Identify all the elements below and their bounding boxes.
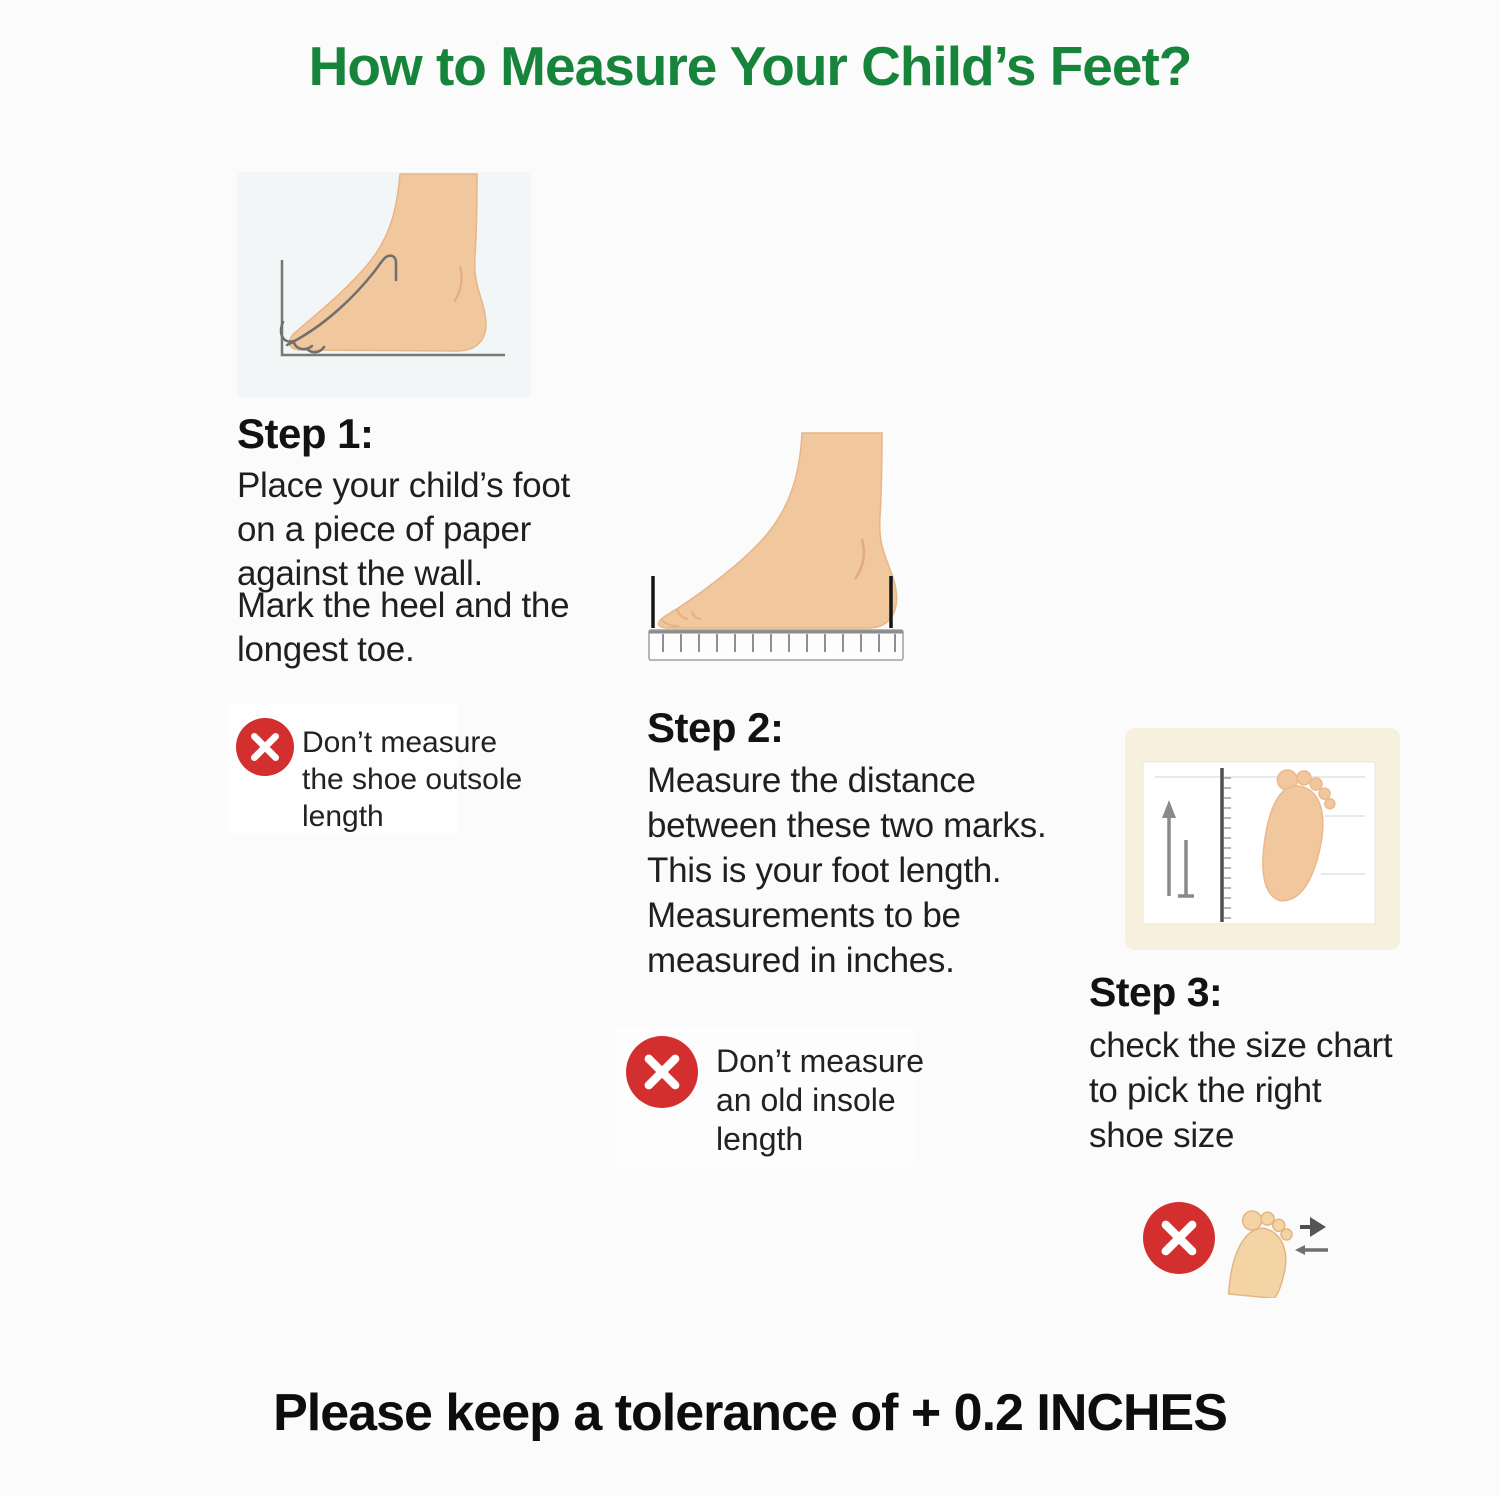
- step-1-text-1: Place your child’s foot on a piece of pa…: [237, 466, 570, 593]
- page-title: How to Measure Your Child’s Feet?: [308, 35, 1193, 97]
- step-2-text: Measure the distance between these two m…: [647, 761, 1047, 980]
- dont-x-icon: [1143, 1202, 1215, 1274]
- step-3-heading: Step 3:: [1089, 969, 1223, 1015]
- step-1-warning-text: Don’t measure the shoe outsole length: [302, 726, 523, 833]
- toe-gap-arrows-icon: [1227, 1210, 1328, 1298]
- dont-x-icon: [626, 1036, 698, 1108]
- dont-x-icon: [236, 718, 294, 776]
- step-1-illustration-panel: [237, 172, 531, 398]
- foot-against-wall-illustration: [279, 173, 505, 357]
- tolerance-note: Please keep a tolerance of + 0.2 INCHES: [273, 1384, 1228, 1442]
- step-1-heading: Step 1:: [237, 410, 374, 457]
- step-2-warning-text: Don’t measure an old insole length: [716, 1043, 925, 1157]
- step-2-heading: Step 2:: [647, 704, 784, 751]
- foot-measure-chart-illustration: [1142, 761, 1376, 925]
- foot-on-ruler-illustration: [648, 432, 904, 661]
- step-1-text-2: Mark the heel and the longest toe.: [237, 586, 570, 669]
- step-3-illustration-panel: [1125, 728, 1400, 950]
- step-3-text: check the size chart to pick the right s…: [1089, 1026, 1393, 1155]
